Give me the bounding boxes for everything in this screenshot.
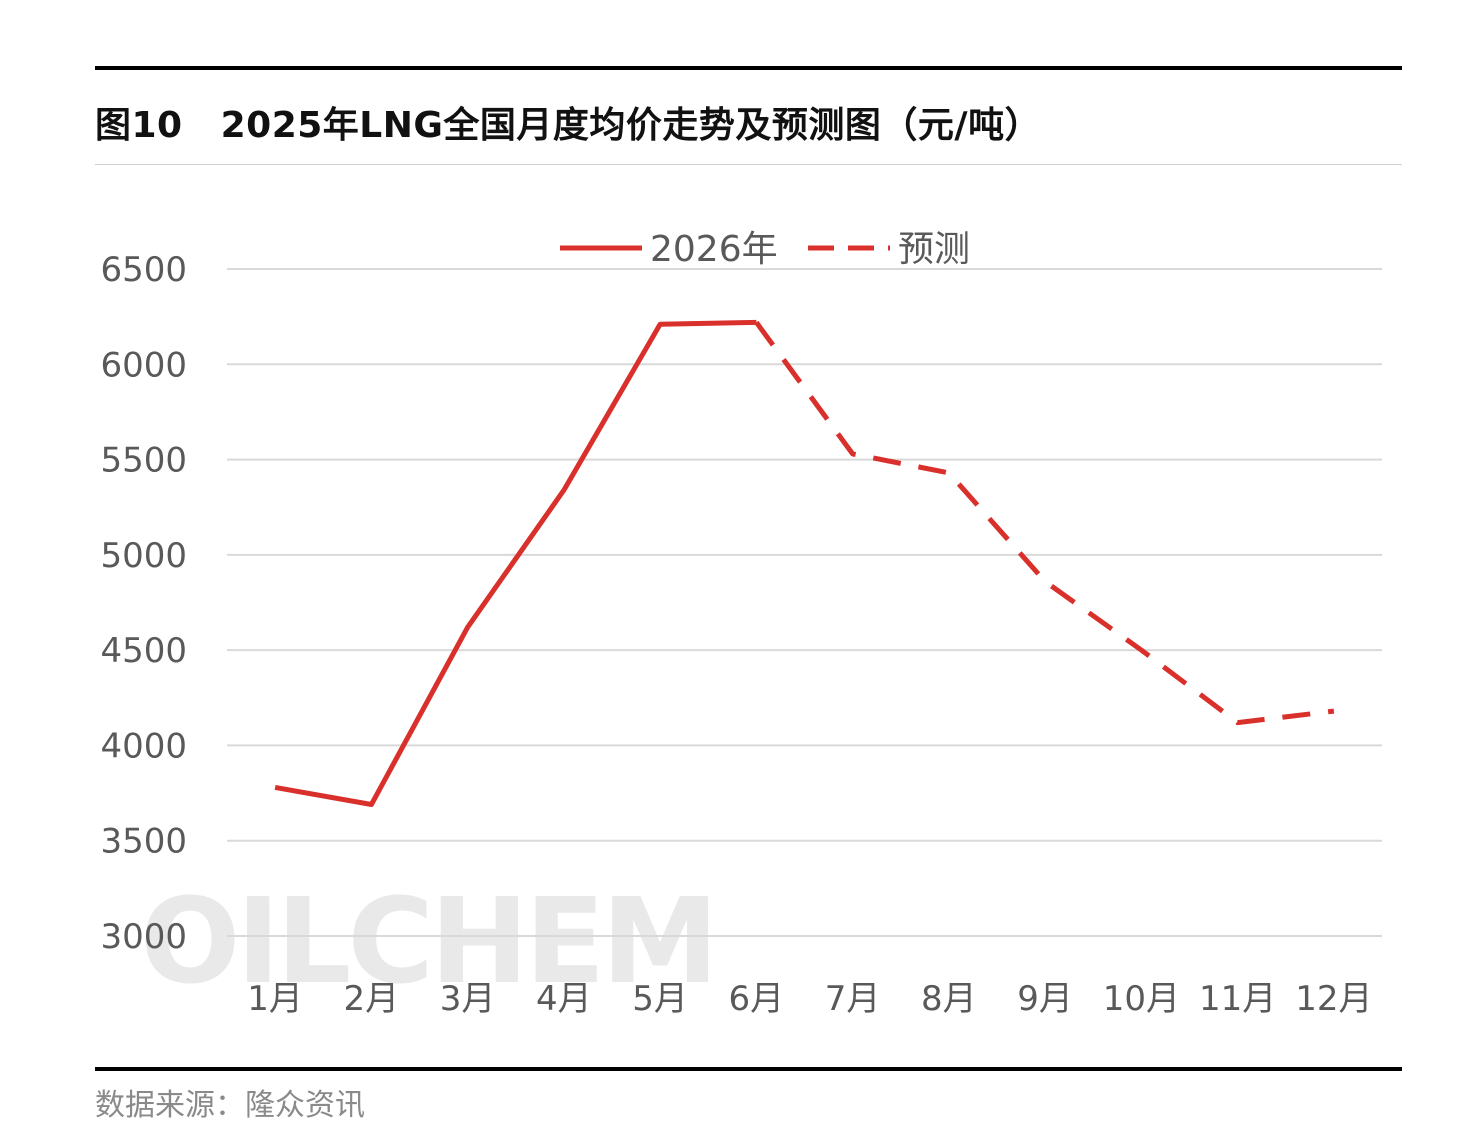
y-tick-label: 4500	[100, 631, 187, 671]
x-tick-label: 10月	[1103, 979, 1180, 1019]
x-tick-label: 3月	[440, 979, 496, 1019]
y-tick-label: 6500	[100, 250, 187, 290]
legend: 2026年 预测	[560, 229, 970, 270]
top-rule	[95, 66, 1402, 70]
y-tick-label: 3000	[100, 917, 187, 957]
figure-number: 图10	[95, 105, 183, 146]
x-axis-tick-labels: 1月 2月 3月 4月 5月 6月 7月 8月 9月 10月 11月 12月	[247, 979, 1372, 1019]
x-tick-label: 2月	[344, 979, 400, 1019]
series-line-1	[274, 319, 757, 807]
x-tick-label: 12月	[1295, 979, 1372, 1019]
gridlines	[227, 268, 1382, 937]
series-line-2	[754, 320, 1335, 726]
watermark-text: OILCHEM	[140, 872, 715, 1010]
x-tick-label: 11月	[1199, 979, 1276, 1019]
figure-title: 图10 2025年LNG全国月度均价走势及预测图（元/吨）	[95, 96, 1041, 148]
y-tick-label: 6000	[100, 345, 187, 385]
x-tick-label: 5月	[632, 979, 688, 1019]
x-tick-label: 8月	[921, 979, 977, 1019]
y-axis-tick-labels: 3000 3500 4000 4500 5000 5500 6000 6500	[100, 250, 187, 957]
legend-label-1: 2026年	[650, 229, 778, 270]
watermark: OILCHEM	[140, 872, 719, 1010]
y-tick-label: 4000	[100, 726, 187, 766]
bottom-rule	[95, 1067, 1402, 1071]
title-rule	[95, 164, 1402, 165]
x-tick-label: 1月	[247, 979, 303, 1019]
y-tick-label: 3500	[100, 822, 187, 862]
y-tick-label: 5500	[100, 441, 187, 481]
series-lines	[274, 319, 1335, 807]
x-tick-label: 9月	[1017, 979, 1073, 1019]
x-tick-label: 4月	[536, 979, 592, 1019]
source-note: 数据来源：隆众资讯	[95, 1088, 365, 1123]
x-tick-label: 6月	[729, 979, 785, 1019]
y-tick-label: 5000	[100, 536, 187, 576]
figure-title-text: 2025年LNG全国月度均价走势及预测图（元/吨）	[220, 105, 1042, 146]
x-tick-label: 7月	[825, 979, 881, 1019]
legend-label-2: 预测	[898, 229, 970, 270]
